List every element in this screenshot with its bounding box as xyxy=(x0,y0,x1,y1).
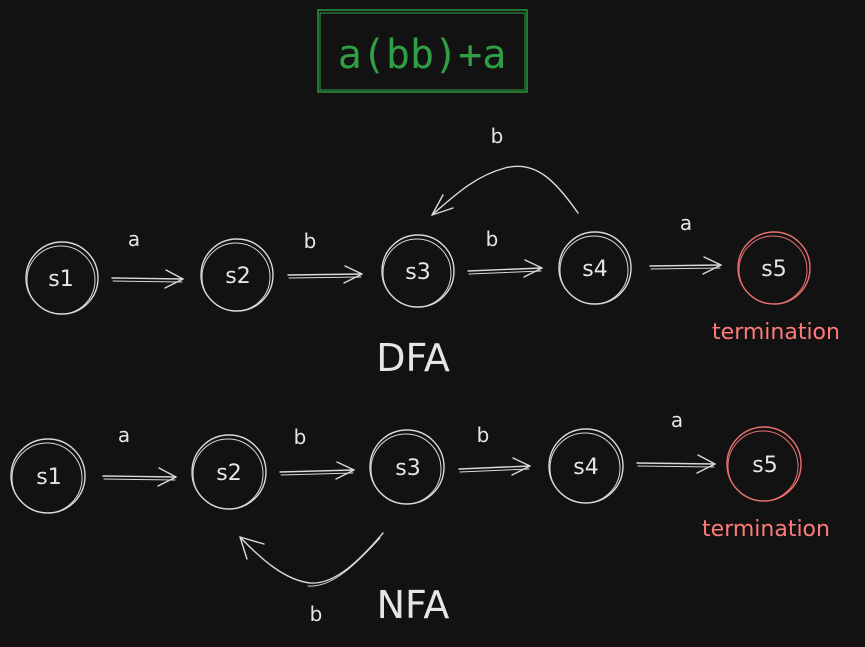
dfa-edge-label: a xyxy=(680,211,692,235)
nfa-edge-label: a xyxy=(671,408,683,432)
dfa-edge-label: b xyxy=(304,229,317,253)
dfa-state-s4 xyxy=(558,231,632,305)
nfa-state-label: s4 xyxy=(573,455,598,480)
nfa-arrow-3 xyxy=(458,457,531,476)
nfa-state-label: s1 xyxy=(36,465,61,490)
dfa-state-s5-terminal xyxy=(737,231,811,305)
nfa-diagram: s1 s2 s3 s4 s5 xyxy=(10,408,830,627)
dfa-arrow-1 xyxy=(111,269,184,289)
nfa-loop-arrow xyxy=(239,532,384,587)
nfa-termination-label: termination xyxy=(702,517,830,542)
dfa-edge-label: b xyxy=(486,227,499,251)
nfa-edge-label: b xyxy=(294,425,307,449)
dfa-state-label: s5 xyxy=(761,257,786,282)
dfa-edge-label: a xyxy=(128,227,140,251)
nfa-state-label: s2 xyxy=(216,461,241,486)
nfa-edge-label: a xyxy=(118,423,130,447)
nfa-state-s2 xyxy=(191,434,267,510)
nfa-state-label: s5 xyxy=(752,453,777,478)
nfa-state-s3 xyxy=(369,429,445,505)
nfa-state-label: s3 xyxy=(395,456,420,481)
dfa-diagram: s1 s2 s3 s4 s5 xyxy=(25,124,840,380)
nfa-state-s1 xyxy=(10,438,86,514)
nfa-state-s4 xyxy=(548,428,624,504)
dfa-section-label: DFA xyxy=(376,336,450,380)
dfa-termination-label: termination xyxy=(712,320,840,345)
nfa-edge-label: b xyxy=(477,423,490,447)
dfa-state-label: s2 xyxy=(225,264,250,289)
dfa-loop-label: b xyxy=(491,124,504,148)
nfa-section-label: NFA xyxy=(377,583,450,627)
nfa-arrow-2 xyxy=(279,461,355,480)
dfa-state-s1 xyxy=(25,241,99,315)
dfa-state-s2 xyxy=(200,238,274,312)
nfa-loop-label: b xyxy=(310,602,323,626)
dfa-state-label: s1 xyxy=(48,267,73,292)
dfa-loop-arrow xyxy=(431,165,579,216)
dfa-state-label: s4 xyxy=(582,257,607,282)
nfa-state-s5-terminal xyxy=(726,426,802,502)
dfa-arrow-4 xyxy=(649,256,722,275)
nfa-arrow-1 xyxy=(102,467,177,487)
dfa-state-s3 xyxy=(381,234,455,308)
dfa-state-label: s3 xyxy=(405,260,430,285)
title-box xyxy=(317,9,528,93)
title-text: a(bb)+a xyxy=(338,32,507,78)
dfa-arrow-2 xyxy=(287,265,363,284)
dfa-arrow-3 xyxy=(467,259,543,278)
nfa-arrow-4 xyxy=(636,454,716,474)
